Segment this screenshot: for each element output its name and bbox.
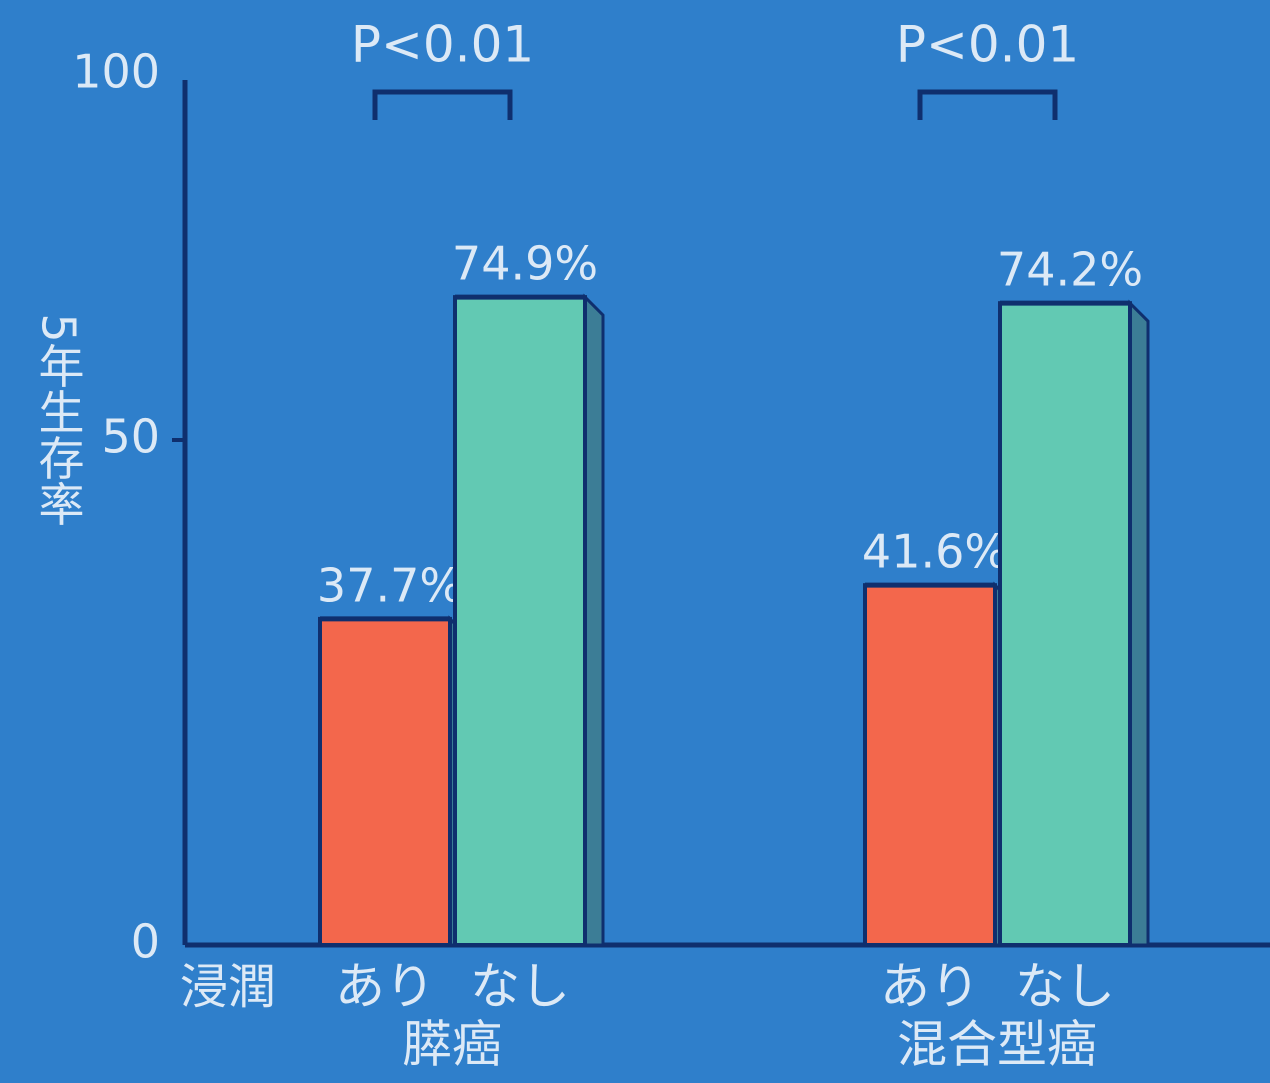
bars: 37.7%あり74.9%なし膵癌P<0.0141.6%あり74.2%なし混合型癌… bbox=[317, 16, 1148, 1074]
significance-label-0: P<0.01 bbox=[351, 16, 534, 74]
group-label-0: 膵癌 bbox=[402, 1016, 502, 1074]
bar-value-label-0-1: 74.9% bbox=[452, 237, 598, 291]
significance-bracket-1 bbox=[920, 92, 1055, 120]
x-axis-row-label: 浸潤 bbox=[180, 959, 276, 1015]
bar-0-0 bbox=[320, 619, 450, 945]
bar-value-label-1-0: 41.6% bbox=[862, 525, 1008, 579]
x-tick-label-1-1: なし bbox=[1015, 958, 1115, 1016]
significance-label-1: P<0.01 bbox=[896, 16, 1079, 74]
bar-value-label-1-1: 74.2% bbox=[997, 243, 1143, 297]
x-tick-label-1-0: あり bbox=[880, 958, 980, 1016]
y-tick-label-0: 0 bbox=[131, 915, 160, 969]
group-label-1: 混合型癌 bbox=[897, 1016, 1097, 1074]
bar-value-label-0-0: 37.7% bbox=[317, 558, 463, 612]
y-tick-label-100: 100 bbox=[72, 45, 160, 99]
significance-bracket-0 bbox=[375, 92, 510, 120]
bar-0-1 bbox=[455, 297, 585, 945]
bar-1-1 bbox=[1000, 303, 1130, 945]
bar-1-0 bbox=[865, 585, 995, 945]
bar-side-1-1 bbox=[1130, 303, 1148, 945]
x-tick-label-0-1: なし bbox=[470, 958, 570, 1016]
x-tick-label-0-0: あり bbox=[335, 958, 435, 1016]
bar-side-0-1 bbox=[585, 297, 603, 945]
y-axis-label: 5年生存率 bbox=[32, 313, 86, 526]
y-tick-label-50: 50 bbox=[101, 410, 160, 464]
